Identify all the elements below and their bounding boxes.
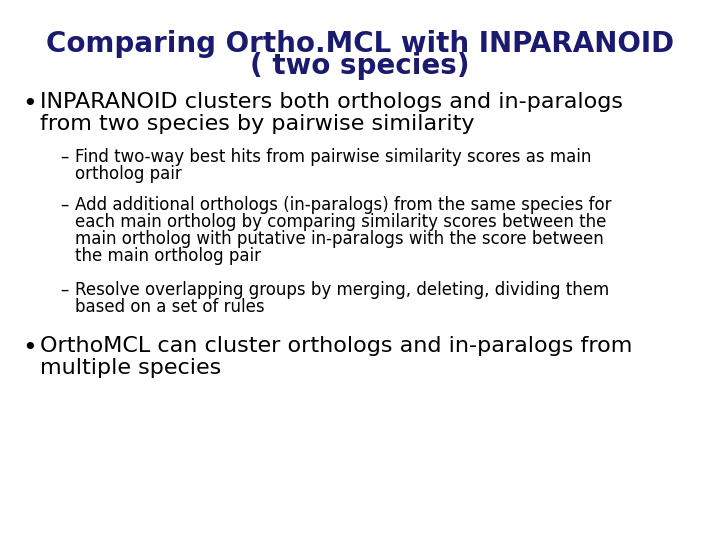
Text: INPARANOID clusters both orthologs and in-paralogs: INPARANOID clusters both orthologs and i… [40,92,623,112]
Text: •: • [22,92,37,116]
Text: Comparing Ortho.MCL with INPARANOID: Comparing Ortho.MCL with INPARANOID [46,30,674,58]
Text: multiple species: multiple species [40,358,221,378]
Text: based on a set of rules: based on a set of rules [75,298,265,316]
Text: ( two species): ( two species) [251,52,469,80]
Text: –: – [60,196,68,214]
Text: Find two-way best hits from pairwise similarity scores as main: Find two-way best hits from pairwise sim… [75,148,591,166]
Text: Resolve overlapping groups by merging, deleting, dividing them: Resolve overlapping groups by merging, d… [75,281,609,299]
Text: –: – [60,281,68,299]
Text: each main ortholog by comparing similarity scores between the: each main ortholog by comparing similari… [75,213,606,231]
Text: OrthoMCL can cluster orthologs and in-paralogs from: OrthoMCL can cluster orthologs and in-pa… [40,336,632,356]
Text: main ortholog with putative in-paralogs with the score between: main ortholog with putative in-paralogs … [75,230,604,248]
Text: –: – [60,148,68,166]
Text: ortholog pair: ortholog pair [75,165,181,183]
Text: Add additional orthologs (in-paralogs) from the same species for: Add additional orthologs (in-paralogs) f… [75,196,611,214]
Text: •: • [22,336,37,360]
Text: the main ortholog pair: the main ortholog pair [75,247,261,265]
Text: from two species by pairwise similarity: from two species by pairwise similarity [40,114,474,134]
